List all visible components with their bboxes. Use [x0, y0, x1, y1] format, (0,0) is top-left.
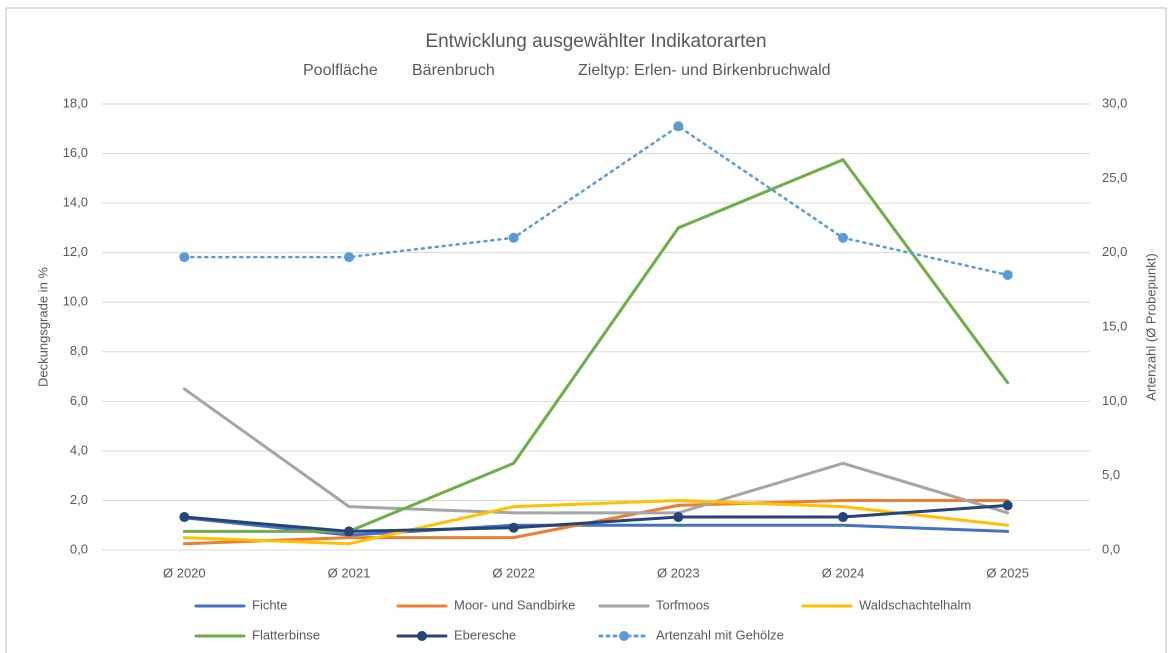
y2-tick-label: 5,0: [1102, 467, 1120, 482]
x-tick-label: Ø 2025: [986, 565, 1029, 580]
legend-label: Fichte: [252, 597, 287, 612]
subtitle: Poolfläche: [303, 62, 378, 79]
y-tick-label: 18,0: [63, 95, 88, 110]
y2-tick-label: 20,0: [1102, 244, 1127, 259]
x-tick-label: Ø 2023: [657, 565, 700, 580]
legend-marker: [417, 631, 427, 641]
y-axis-label: Deckungsgrade in %: [35, 267, 50, 387]
y-tick-label: 6,0: [70, 393, 88, 408]
chart-border: [5, 7, 1167, 653]
y-tick-label: 10,0: [63, 294, 88, 309]
data-point: [508, 232, 519, 243]
legend-marker: [619, 631, 629, 641]
y-tick-label: 14,0: [63, 195, 88, 210]
series-line: [182, 503, 1010, 533]
x-tick-label: Ø 2022: [492, 565, 535, 580]
data-point: [179, 252, 190, 263]
legend-label: Torfmoos: [656, 597, 710, 612]
legend-label: Waldschachtelhalm: [859, 597, 971, 612]
series-line: [182, 498, 1010, 546]
data-point: [838, 232, 848, 243]
legend-label: Artenzahl mit Gehölze: [656, 627, 784, 642]
y2-tick-label: 15,0: [1102, 318, 1127, 333]
data-point: [673, 512, 684, 523]
y-tick-label: 4,0: [70, 442, 88, 457]
x-tick-label: Ø 2024: [822, 565, 865, 580]
y-tick-label: 2,0: [70, 492, 88, 507]
y2-tick-label: 0,0: [1102, 541, 1120, 556]
legend-label: Moor- und Sandbirke: [454, 597, 575, 612]
y2-tick-label: 10,0: [1102, 393, 1127, 408]
series-line: [182, 157, 1010, 533]
chart-title: Entwicklung ausgewählter Indikatorarten: [425, 31, 766, 52]
data-point: [344, 526, 354, 537]
series-line: [182, 387, 1010, 515]
data-point: [1002, 269, 1013, 280]
subtitle: Zieltyp: Erlen- und Birkenbruchwald: [578, 62, 831, 79]
data-point: [673, 121, 684, 132]
x-tick-label: Ø 2020: [163, 565, 206, 580]
y-tick-label: 12,0: [63, 244, 88, 259]
y2-tick-label: 30,0: [1102, 95, 1127, 110]
series-line: [183, 124, 1009, 277]
subtitle: Bärenbruch: [412, 62, 495, 79]
y2-axis-label: Artenzahl (Ø Probepunkt): [1143, 253, 1158, 400]
y-tick-label: 16,0: [63, 145, 88, 160]
y-tick-label: 8,0: [70, 343, 88, 358]
legend-label: Flatterbinse: [252, 627, 320, 642]
legend-label: Eberesche: [454, 627, 516, 642]
y-tick-label: 0,0: [70, 541, 88, 556]
data-point: [508, 522, 519, 533]
x-tick-label: Ø 2021: [328, 565, 371, 580]
data-point: [179, 512, 190, 523]
data-point: [838, 512, 848, 523]
y2-tick-label: 25,0: [1102, 170, 1127, 185]
data-point: [1002, 500, 1013, 511]
data-point: [344, 252, 354, 263]
